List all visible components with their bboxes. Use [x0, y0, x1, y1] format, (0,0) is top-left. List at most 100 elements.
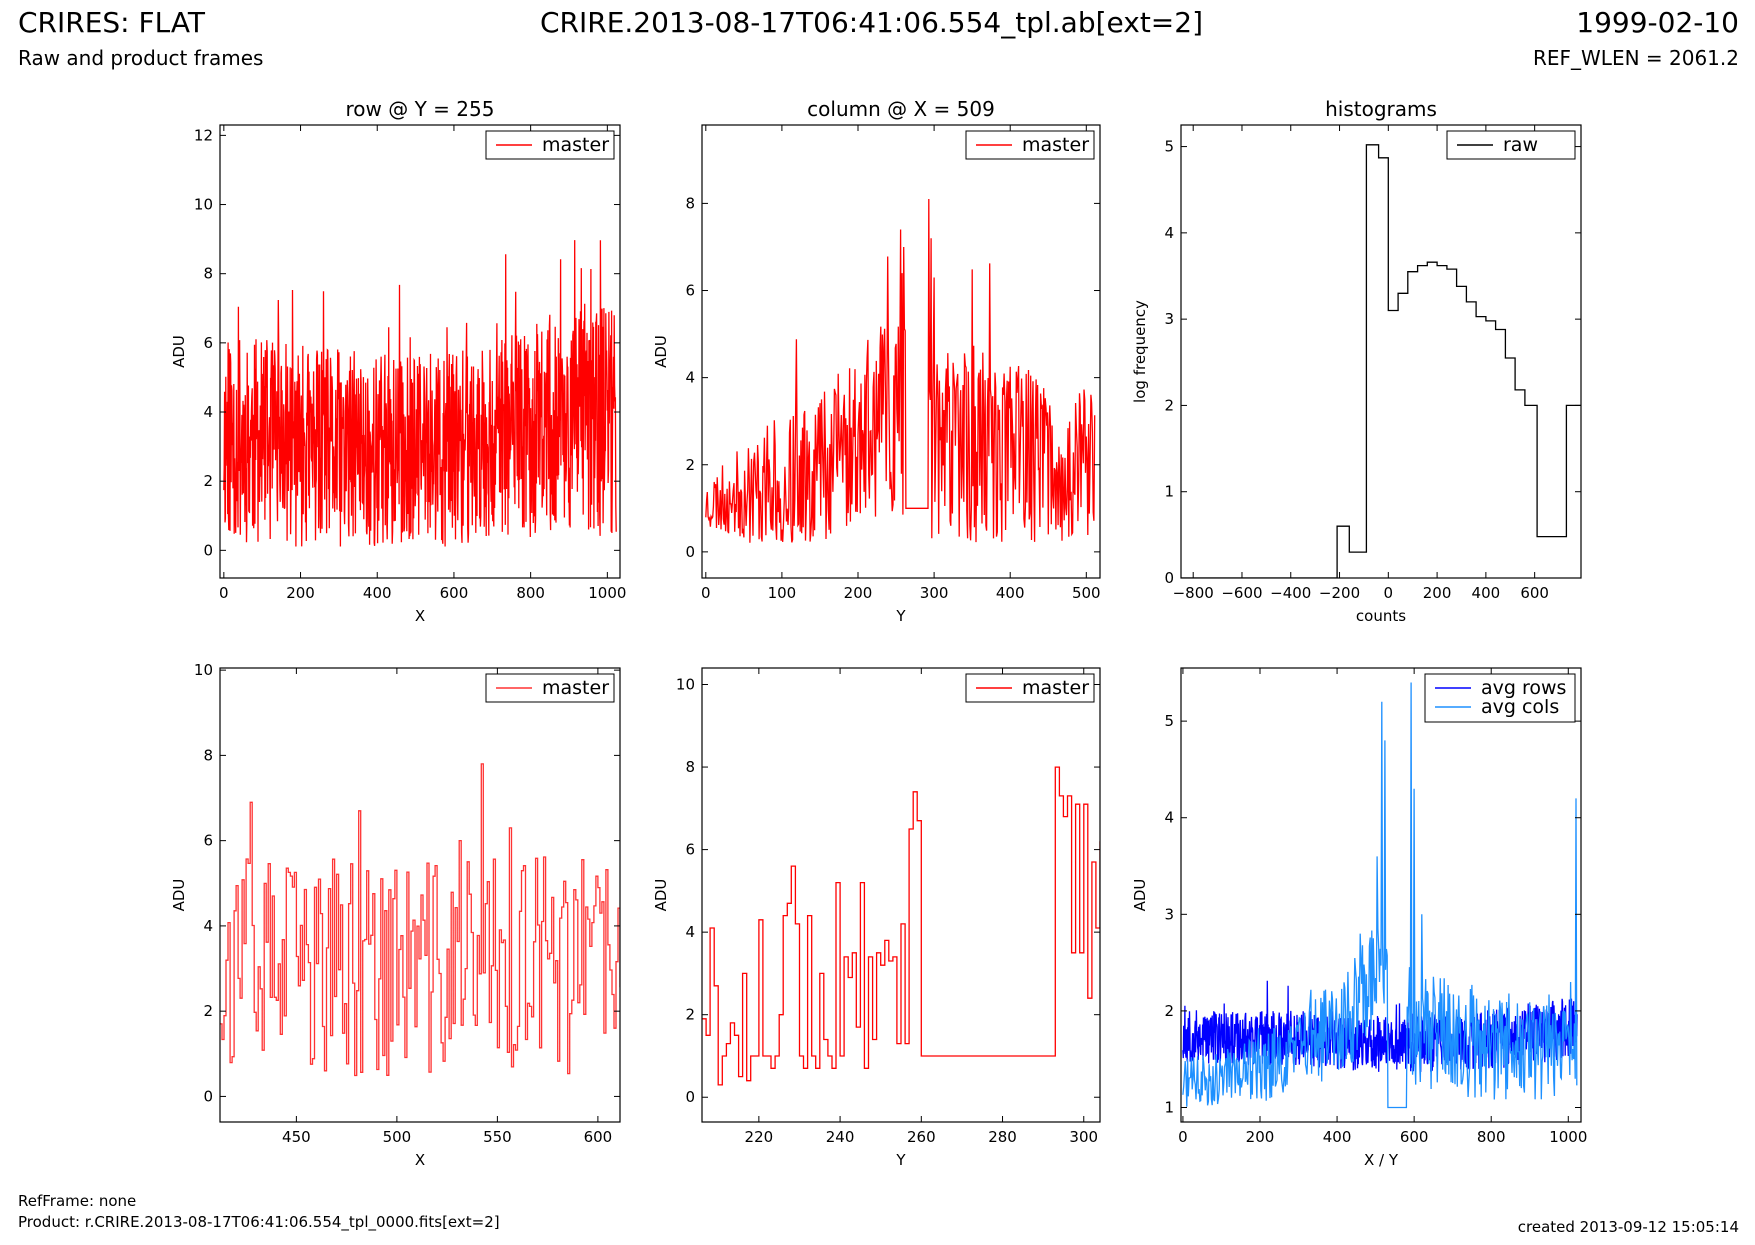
x-tick-label: −600	[1221, 584, 1262, 602]
x-tick-label: 600	[584, 1128, 613, 1146]
plot-frame	[219, 667, 621, 1123]
chart-column-zoom: 220 240 260 280 300 0 2 4 6 8 10 Y ADU master	[652, 667, 1101, 1169]
x-tick-label: 200	[286, 584, 315, 602]
x-axis-label: X	[415, 1151, 425, 1169]
y-tick-label: 10	[676, 676, 695, 694]
x-axis-label: Y	[895, 607, 906, 625]
plot-frame	[219, 124, 621, 579]
chart-averages: 0 200 400 600 800 1000 1 2 3 4 5 X / Y ADU avg rowsav…	[1131, 667, 1587, 1169]
x-tick-label: 400	[996, 584, 1025, 602]
plot-frame	[701, 667, 1101, 1123]
y-tick-label: 1	[1164, 483, 1174, 501]
chart-column: 0 100 200 300 400 500 0 2 4 6 8 column @ X = 509 Y AD…	[652, 97, 1101, 625]
series-master	[223, 240, 617, 547]
page-subtitle: Raw and product frames	[18, 46, 264, 70]
y-tick-label: 8	[685, 194, 695, 212]
legend: master	[965, 673, 1095, 703]
legend-box	[1424, 673, 1576, 723]
x-tick-label: 500	[1072, 584, 1101, 602]
plot-frame	[1180, 124, 1582, 579]
series-master	[705, 198, 1096, 543]
y-tick-label: 3	[1164, 905, 1174, 923]
created-timestamp: created 2013-09-12 15:05:14	[1517, 1218, 1739, 1236]
x-tick-label: 600	[440, 584, 469, 602]
x-tick-label: 280	[988, 1128, 1017, 1146]
y-tick-label: 3	[1164, 310, 1174, 328]
x-tick-label: 220	[745, 1128, 774, 1146]
x-axis-label: X	[415, 607, 425, 625]
x-tick-label: 600	[1400, 1128, 1429, 1146]
y-tick-label: 6	[685, 841, 695, 859]
y-tick-label: 8	[203, 265, 213, 283]
y-tick-label: 2	[1164, 1002, 1174, 1020]
plot-frame	[1180, 667, 1582, 1123]
y-tick-label: 4	[1164, 224, 1174, 242]
chart-title: histograms	[1325, 97, 1437, 121]
y-tick-label: 1	[1164, 1099, 1174, 1117]
ref-frame-label: RefFrame: none	[18, 1192, 137, 1210]
y-tick-label: 5	[1164, 138, 1174, 156]
x-tick-label: 200	[844, 584, 873, 602]
page-title: CRIRES: FLAT	[18, 6, 205, 39]
x-tick-label: 800	[516, 584, 545, 602]
legend-label: master	[542, 134, 609, 156]
y-tick-label: 8	[203, 746, 213, 764]
y-tick-label: 2	[685, 456, 695, 474]
x-tick-label: 0	[1178, 1128, 1188, 1146]
y-tick-label: 6	[203, 334, 213, 352]
x-tick-label: −200	[1319, 584, 1360, 602]
x-tick-label: 260	[907, 1128, 936, 1146]
series-raw	[1181, 144, 1581, 578]
y-tick-label: 12	[194, 126, 213, 144]
y-tick-label: 0	[203, 541, 213, 559]
chart-row: 0 200 400 600 800 1000 0 2 4 6 8 10 12 row @ Y = 255 X…	[170, 97, 626, 625]
y-tick-label: 10	[194, 661, 213, 679]
legend: master	[485, 130, 615, 160]
x-tick-label: 450	[282, 1128, 311, 1146]
x-tick-label: −400	[1270, 584, 1311, 602]
y-tick-label: 10	[194, 196, 213, 214]
x-tick-label: 600	[1520, 584, 1549, 602]
legend-label: raw	[1503, 134, 1538, 156]
x-tick-label: 400	[1472, 584, 1501, 602]
chart-histograms: −800 −600 −400 −200 0 200 400 600 0 1 2 3 4 5 histogra…	[1131, 97, 1582, 625]
y-tick-label: 2	[685, 1006, 695, 1024]
y-tick-label: 2	[1164, 396, 1174, 414]
chart-title: row @ Y = 255	[346, 97, 495, 121]
y-tick-label: 6	[203, 832, 213, 850]
legend: master	[485, 673, 615, 703]
x-tick-label: 1000	[1549, 1128, 1587, 1146]
y-axis-label: ADU	[170, 335, 188, 368]
y-axis-label: ADU	[652, 335, 670, 368]
ref-wlen-label: REF_WLEN = 2061.2	[1532, 46, 1739, 70]
x-tick-label: 1000	[588, 584, 626, 602]
product-label: Product: r.CRIRE.2013-08-17T06:41:06.554…	[18, 1213, 500, 1231]
plot-frame	[701, 124, 1101, 579]
x-axis-label: Y	[895, 1151, 906, 1169]
x-tick-label: −800	[1173, 584, 1214, 602]
series-avg-cols	[1182, 682, 1578, 1109]
y-tick-label: 4	[685, 369, 695, 387]
y-tick-label: 4	[203, 917, 213, 935]
legend-label: avg cols	[1481, 696, 1559, 718]
y-axis-label: ADU	[1131, 879, 1149, 912]
y-tick-label: 0	[685, 1088, 695, 1106]
y-tick-label: 0	[203, 1087, 213, 1105]
x-tick-label: 100	[768, 584, 797, 602]
x-tick-label: 400	[363, 584, 392, 602]
y-tick-label: 6	[685, 282, 695, 300]
legend-label: avg rows	[1481, 677, 1566, 699]
legend-label: master	[1022, 677, 1089, 699]
x-tick-label: 400	[1323, 1128, 1352, 1146]
y-tick-label: 5	[1164, 712, 1174, 730]
x-tick-label: 240	[826, 1128, 855, 1146]
x-axis-label: counts	[1356, 607, 1406, 625]
series-master	[220, 763, 620, 1077]
date-label: 1999-02-10	[1576, 6, 1739, 39]
x-tick-label: 300	[1069, 1128, 1098, 1146]
y-tick-label: 0	[1164, 569, 1174, 587]
legend-label: master	[542, 677, 609, 699]
y-tick-label: 0	[685, 543, 695, 561]
